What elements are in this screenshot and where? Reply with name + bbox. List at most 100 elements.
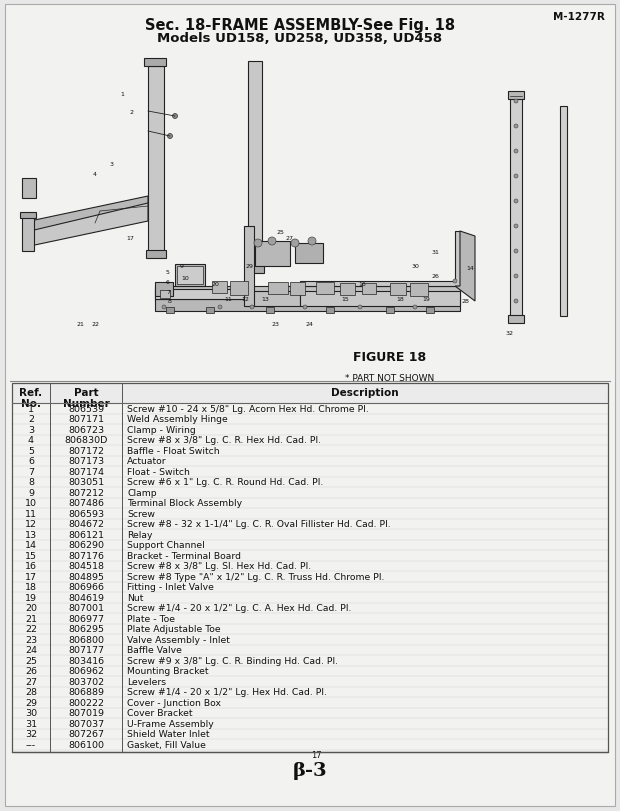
Bar (177, 267, 203, 285)
Circle shape (254, 240, 262, 247)
Bar (386, 307, 394, 314)
Bar (508, 92, 524, 100)
Text: 1: 1 (120, 92, 124, 97)
Text: 804619: 804619 (68, 593, 104, 602)
Circle shape (514, 125, 518, 129)
Text: 30: 30 (411, 264, 419, 269)
Text: 19: 19 (25, 593, 37, 602)
Text: 15: 15 (25, 551, 37, 560)
Bar (508, 315, 524, 324)
Circle shape (167, 135, 172, 139)
Text: 7: 7 (28, 467, 34, 476)
Text: 22: 22 (25, 624, 37, 633)
Text: Models UD158, UD258, UD358, UD458: Models UD158, UD258, UD358, UD458 (157, 32, 443, 45)
Bar (362, 284, 376, 294)
Text: 806977: 806977 (68, 614, 104, 623)
Bar (20, 212, 36, 219)
Text: 807176: 807176 (68, 551, 104, 560)
Text: Terminal Block Assembly: Terminal Block Assembly (127, 499, 242, 508)
Text: Valve Assembly - Inlet: Valve Assembly - Inlet (127, 635, 230, 644)
Text: 26: 26 (431, 274, 439, 279)
Circle shape (308, 238, 316, 246)
Bar (12, 384, 608, 404)
Text: 18: 18 (25, 582, 37, 591)
Text: Screw #1/4 - 20 x 1/2" Lg. C. A. Hex Hd. Cad. Pl.: Screw #1/4 - 20 x 1/2" Lg. C. A. Hex Hd.… (127, 603, 352, 612)
Text: 11: 11 (25, 509, 37, 518)
Bar (410, 284, 428, 297)
Text: 3: 3 (110, 161, 114, 166)
Polygon shape (300, 232, 460, 286)
Text: 2: 2 (130, 109, 134, 114)
Text: 807173: 807173 (68, 457, 104, 466)
Text: 24: 24 (25, 646, 37, 654)
Text: Screw #8 Type "A" x 1/2" Lg. C. R. Truss Hd. Chrome Pl.: Screw #8 Type "A" x 1/2" Lg. C. R. Truss… (127, 572, 384, 581)
Text: 806966: 806966 (68, 582, 104, 591)
Text: FIGURE 18: FIGURE 18 (353, 350, 427, 363)
Bar (160, 290, 170, 298)
Text: Sec. 18-FRAME ASSEMBLY-See Fig. 18: Sec. 18-FRAME ASSEMBLY-See Fig. 18 (145, 18, 455, 33)
Bar (246, 266, 264, 273)
Text: 22: 22 (91, 322, 99, 327)
Text: Clamp - Wiring: Clamp - Wiring (127, 425, 196, 434)
Text: 8: 8 (28, 478, 34, 487)
Circle shape (358, 306, 362, 310)
Bar (175, 264, 205, 286)
Circle shape (514, 250, 518, 254)
Text: Cover - Junction Box: Cover - Junction Box (127, 698, 221, 707)
Text: Screw: Screw (127, 509, 155, 518)
Text: Screw #6 x 1" Lg. C. R. Round Hd. Cad. Pl.: Screw #6 x 1" Lg. C. R. Round Hd. Cad. P… (127, 478, 323, 487)
Text: 29: 29 (25, 698, 37, 707)
Text: * PART NOT SHOWN: * PART NOT SHOWN (345, 374, 435, 383)
Text: 806539: 806539 (68, 404, 104, 414)
Text: Description: Description (331, 388, 399, 397)
Text: 804895: 804895 (68, 572, 104, 581)
Text: 806962: 806962 (68, 667, 104, 676)
Text: 10: 10 (181, 277, 189, 281)
Text: 16: 16 (25, 561, 37, 571)
Text: 804672: 804672 (68, 520, 104, 529)
Text: Fitting - Inlet Valve: Fitting - Inlet Valve (127, 582, 214, 591)
Circle shape (162, 306, 166, 310)
Text: 23: 23 (25, 635, 37, 644)
Text: 806295: 806295 (68, 624, 104, 633)
Text: 803702: 803702 (68, 677, 104, 686)
Circle shape (514, 200, 518, 204)
Circle shape (291, 240, 299, 247)
Text: 806723: 806723 (68, 425, 104, 434)
Bar (212, 281, 227, 294)
Text: 6: 6 (28, 457, 34, 466)
Text: Gasket, Fill Value: Gasket, Fill Value (127, 740, 206, 749)
Circle shape (514, 275, 518, 279)
Polygon shape (30, 197, 148, 232)
Text: 2: 2 (28, 414, 34, 423)
Text: 30: 30 (25, 708, 37, 718)
Bar (12, 384, 608, 752)
Bar (22, 178, 36, 199)
Circle shape (514, 299, 518, 303)
Circle shape (453, 280, 457, 284)
Text: 14: 14 (466, 266, 474, 271)
Text: 807174: 807174 (68, 467, 104, 476)
Polygon shape (155, 290, 245, 299)
Bar (340, 284, 355, 296)
Text: Part
Number: Part Number (63, 388, 109, 408)
Text: 9: 9 (28, 488, 34, 497)
Text: 807486: 807486 (68, 499, 104, 508)
Bar (206, 307, 214, 314)
Text: Plate - Toe: Plate - Toe (127, 614, 175, 623)
Bar (316, 283, 334, 294)
Text: Screw #1/4 - 20 x 1/2" Lg. Hex Hd. Cad. Pl.: Screw #1/4 - 20 x 1/2" Lg. Hex Hd. Cad. … (127, 688, 327, 697)
Text: 10: 10 (25, 499, 37, 508)
Text: Screw #8 - 32 x 1-1/4" Lg. C. R. Oval Fillister Hd. Cad. Pl.: Screw #8 - 32 x 1-1/4" Lg. C. R. Oval Fi… (127, 520, 391, 529)
Text: M-1277R: M-1277R (553, 12, 605, 22)
Text: 806800: 806800 (68, 635, 104, 644)
Text: 17: 17 (311, 750, 321, 760)
Circle shape (514, 175, 518, 178)
Bar (255, 242, 290, 267)
Text: 806830D: 806830D (64, 436, 108, 444)
Text: 26: 26 (25, 667, 37, 676)
Text: 19: 19 (422, 297, 430, 303)
Text: 8: 8 (168, 299, 172, 304)
Text: 25: 25 (276, 230, 284, 234)
Text: 807267: 807267 (68, 729, 104, 738)
